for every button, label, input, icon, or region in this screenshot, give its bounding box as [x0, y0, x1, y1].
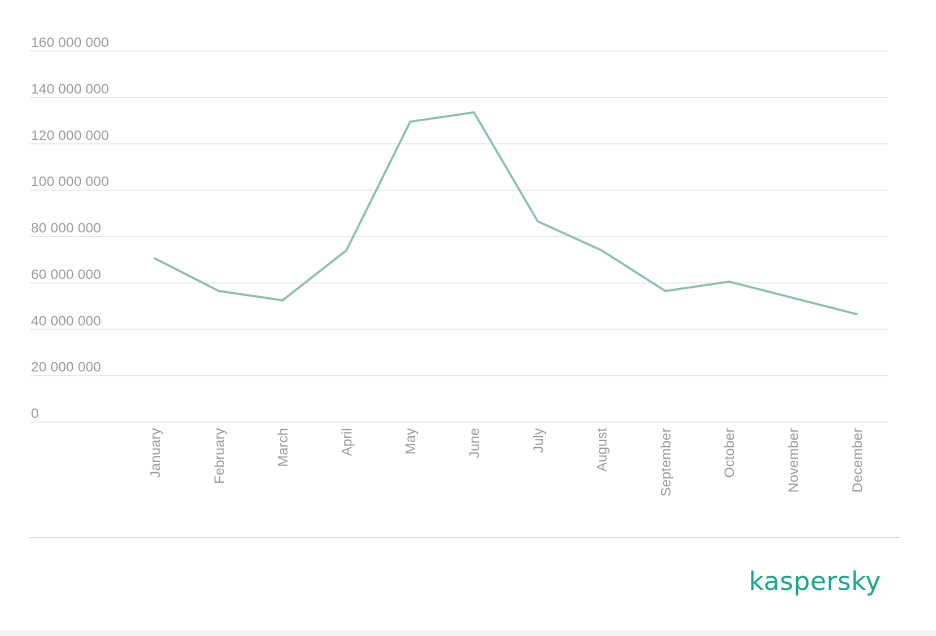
data-point	[791, 296, 795, 300]
data-point	[536, 220, 539, 223]
kaspersky-logo: kaspersky	[748, 567, 881, 597]
x-tick-label: October	[721, 428, 737, 478]
data-point	[409, 120, 412, 123]
y-tick-label: 80 000 000	[31, 220, 101, 236]
x-tick-label: January	[147, 428, 163, 478]
series-line	[154, 111, 858, 316]
data-point	[728, 280, 731, 283]
x-axis-ticks: January February March April May June July Augu…	[147, 428, 865, 497]
data-point	[472, 111, 476, 114]
y-tick-label: 120 000 000	[31, 127, 109, 143]
line-chart: 0 20 000 000 40 000 000 60 000 000 80 000 00…	[30, 34, 888, 497]
y-tick-label: 40 000 000	[31, 312, 101, 328]
data-point	[217, 289, 220, 293]
footer-divider	[30, 537, 900, 538]
y-tick-label: 60 000 000	[31, 266, 101, 282]
x-tick-label: August	[594, 428, 610, 472]
x-tick-label: September	[657, 428, 673, 497]
y-tick-label: 140 000 000	[31, 80, 109, 96]
data-point	[153, 257, 157, 260]
y-tick-label: 0	[31, 405, 39, 421]
x-tick-label: April	[338, 428, 354, 456]
data-point	[664, 289, 667, 293]
x-tick-label: November	[785, 428, 801, 493]
grid-lines	[30, 50, 888, 423]
x-tick-label: July	[530, 428, 546, 453]
x-tick-label: May	[402, 428, 418, 454]
y-tick-label: 160 000 000	[31, 34, 109, 50]
data-point	[855, 313, 858, 316]
data-point	[600, 249, 603, 252]
x-tick-label: June	[466, 428, 482, 459]
series-layer	[153, 111, 858, 316]
data-point	[345, 249, 348, 252]
y-axis-ticks: 0 20 000 000 40 000 000 60 000 000 80 000 00…	[31, 34, 109, 421]
y-tick-label: 100 000 000	[31, 173, 109, 189]
x-tick-label: March	[275, 428, 291, 467]
x-tick-label: February	[211, 428, 227, 484]
x-tick-label: December	[849, 428, 865, 493]
data-point	[281, 299, 284, 302]
y-tick-label: 20 000 000	[31, 359, 101, 375]
